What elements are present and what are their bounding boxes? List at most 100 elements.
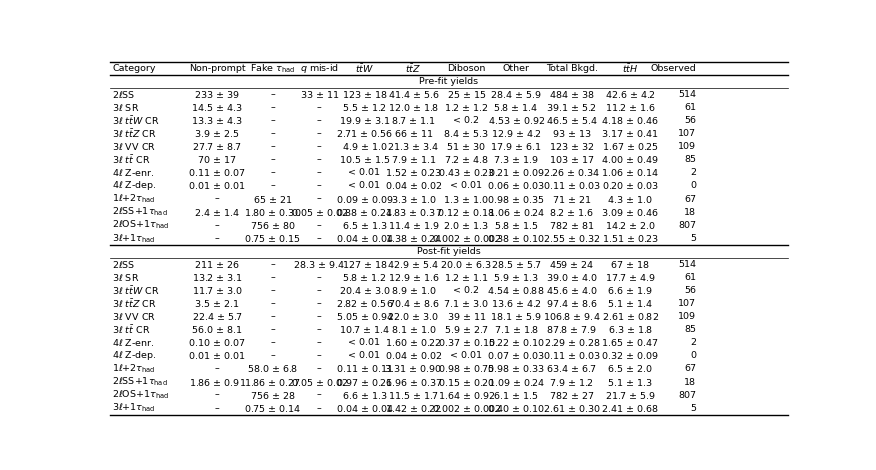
Text: 0.88 $\pm$ 0.24: 0.88 $\pm$ 0.24 [336, 207, 393, 218]
Text: $3\ell$ $t\bar{t}$ CR: $3\ell$ $t\bar{t}$ CR [112, 153, 151, 166]
Text: 22.0 $\pm$ 3.0: 22.0 $\pm$ 3.0 [387, 311, 439, 322]
Text: 0.22 $\pm$ 0.10: 0.22 $\pm$ 0.10 [488, 337, 545, 348]
Text: 87.8 $\pm$ 7.9: 87.8 $\pm$ 7.9 [546, 324, 597, 335]
Text: 6.1 $\pm$ 1.5: 6.1 $\pm$ 1.5 [493, 390, 539, 400]
Text: 0.01 $\pm$ 0.01: 0.01 $\pm$ 0.01 [188, 180, 246, 191]
Text: 211 $\pm$ 26: 211 $\pm$ 26 [194, 259, 240, 270]
Text: 2.29 $\pm$ 0.28: 2.29 $\pm$ 0.28 [544, 337, 600, 348]
Text: 19.9 $\pm$ 3.1: 19.9 $\pm$ 3.1 [339, 115, 390, 126]
Text: $2\ell$SS+$1\tau_{\mathrm{had}}$: $2\ell$SS+$1\tau_{\mathrm{had}}$ [112, 376, 168, 388]
Text: –: – [270, 325, 275, 334]
Text: $1\ell$+$2\tau_{\mathrm{had}}$: $1\ell$+$2\tau_{\mathrm{had}}$ [112, 363, 156, 375]
Text: 39.0 $\pm$ 4.0: 39.0 $\pm$ 4.0 [546, 272, 597, 283]
Text: 1.83 $\pm$ 0.37: 1.83 $\pm$ 0.37 [385, 207, 442, 218]
Text: –: – [317, 234, 321, 243]
Text: 107: 107 [678, 129, 696, 138]
Text: –: – [270, 129, 275, 138]
Text: 123 $\pm$ 18: 123 $\pm$ 18 [342, 89, 387, 100]
Text: 0.98 $\pm$ 0.75: 0.98 $\pm$ 0.75 [438, 363, 495, 375]
Text: 0.04 $\pm$ 0.02: 0.04 $\pm$ 0.02 [385, 180, 442, 191]
Text: 106.8 $\pm$ 9.4: 106.8 $\pm$ 9.4 [543, 311, 601, 322]
Text: –: – [317, 338, 321, 347]
Text: 459 $\pm$ 24: 459 $\pm$ 24 [549, 259, 595, 270]
Text: –: – [215, 221, 220, 230]
Text: 8.4 $\pm$ 5.3: 8.4 $\pm$ 5.3 [443, 128, 489, 139]
Text: 0.21 $\pm$ 0.09: 0.21 $\pm$ 0.09 [488, 167, 545, 179]
Text: 70.4 $\pm$ 8.6: 70.4 $\pm$ 8.6 [387, 298, 439, 309]
Text: –: – [317, 103, 321, 112]
Text: 7.1 $\pm$ 1.8: 7.1 $\pm$ 1.8 [493, 324, 539, 335]
Text: 28.4 $\pm$ 5.9: 28.4 $\pm$ 5.9 [491, 89, 542, 100]
Text: 4.18 $\pm$ 0.46: 4.18 $\pm$ 0.46 [602, 115, 659, 126]
Text: 12.9 $\pm$ 1.6: 12.9 $\pm$ 1.6 [387, 272, 439, 283]
Text: < 0.01: < 0.01 [349, 352, 380, 360]
Text: 1.06 $\pm$ 0.24: 1.06 $\pm$ 0.24 [488, 207, 545, 218]
Text: 5.1 $\pm$ 1.3: 5.1 $\pm$ 1.3 [607, 376, 653, 387]
Text: 39.1 $\pm$ 5.2: 39.1 $\pm$ 5.2 [547, 102, 597, 113]
Text: 0.12 $\pm$ 0.18: 0.12 $\pm$ 0.18 [437, 207, 495, 218]
Text: 11.4 $\pm$ 1.9: 11.4 $\pm$ 1.9 [387, 219, 439, 231]
Text: 63.4 $\pm$ 6.7: 63.4 $\pm$ 6.7 [547, 363, 597, 375]
Text: 5: 5 [690, 404, 696, 413]
Text: 10.7 $\pm$ 1.4: 10.7 $\pm$ 1.4 [339, 324, 390, 335]
Text: –: – [270, 142, 275, 151]
Text: $3\ell$ $t\bar{t}W$ CR: $3\ell$ $t\bar{t}W$ CR [112, 284, 160, 297]
Text: –: – [317, 312, 321, 321]
Text: $2\ell$SS+$1\tau_{\mathrm{had}}$: $2\ell$SS+$1\tau_{\mathrm{had}}$ [112, 206, 168, 219]
Text: 27.7 $\pm$ 8.7: 27.7 $\pm$ 8.7 [192, 141, 242, 152]
Text: Observed: Observed [650, 64, 696, 73]
Text: 7.3 $\pm$ 1.9: 7.3 $\pm$ 1.9 [493, 154, 539, 165]
Text: 1.96 $\pm$ 0.37: 1.96 $\pm$ 0.37 [385, 376, 442, 387]
Text: 4.54 $\pm$ 0.88: 4.54 $\pm$ 0.88 [487, 285, 545, 296]
Text: 13.3 $\pm$ 4.3: 13.3 $\pm$ 4.3 [191, 115, 243, 126]
Text: 0.11 $\pm$ 0.11: 0.11 $\pm$ 0.11 [336, 363, 393, 375]
Text: 65 $\pm$ 21: 65 $\pm$ 21 [253, 194, 293, 204]
Text: Post-fit yields: Post-fit yields [417, 247, 481, 256]
Text: 6.6 $\pm$ 1.9: 6.6 $\pm$ 1.9 [607, 285, 653, 296]
Text: 1.65 $\pm$ 0.47: 1.65 $\pm$ 0.47 [602, 337, 659, 348]
Text: 0.09 $\pm$ 0.09: 0.09 $\pm$ 0.09 [336, 194, 393, 204]
Text: –: – [317, 221, 321, 230]
Text: $q$ mis-id: $q$ mis-id [300, 62, 339, 75]
Text: $3\ell$ $t\bar{t}$ CR: $3\ell$ $t\bar{t}$ CR [112, 323, 151, 336]
Text: 17.7 $\pm$ 4.9: 17.7 $\pm$ 4.9 [604, 272, 655, 283]
Text: 56: 56 [684, 286, 696, 295]
Text: 42.6 $\pm$ 4.2: 42.6 $\pm$ 4.2 [604, 89, 655, 100]
Text: 1.67 $\pm$ 0.25: 1.67 $\pm$ 0.25 [602, 141, 659, 152]
Text: 0.01 $\pm$ 0.01: 0.01 $\pm$ 0.01 [188, 350, 246, 361]
Text: 0.04 $\pm$ 0.04: 0.04 $\pm$ 0.04 [336, 403, 393, 414]
Text: 5.8 $\pm$ 1.4: 5.8 $\pm$ 1.4 [493, 102, 539, 113]
Text: 3.3 $\pm$ 1.0: 3.3 $\pm$ 1.0 [391, 194, 436, 204]
Text: 1.3 $\pm$ 1.0: 1.3 $\pm$ 1.0 [443, 194, 489, 204]
Text: 5: 5 [690, 234, 696, 243]
Text: –: – [270, 312, 275, 321]
Text: 123 $\pm$ 32: 123 $\pm$ 32 [549, 141, 595, 152]
Text: 85: 85 [684, 325, 696, 334]
Text: 46.5 $\pm$ 5.4: 46.5 $\pm$ 5.4 [546, 115, 597, 126]
Text: 1.2 $\pm$ 1.1: 1.2 $\pm$ 1.1 [444, 272, 489, 283]
Text: –: – [270, 181, 275, 190]
Text: 2.41 $\pm$ 0.68: 2.41 $\pm$ 0.68 [602, 403, 659, 414]
Text: 67: 67 [684, 364, 696, 374]
Text: $1\ell$+$2\tau_{\mathrm{had}}$: $1\ell$+$2\tau_{\mathrm{had}}$ [112, 193, 156, 205]
Text: 0.37 $\pm$ 0.15: 0.37 $\pm$ 0.15 [437, 337, 495, 348]
Text: 1.2 $\pm$ 1.2: 1.2 $\pm$ 1.2 [444, 102, 489, 113]
Text: 127 $\pm$ 18: 127 $\pm$ 18 [342, 259, 387, 270]
Text: –: – [317, 129, 321, 138]
Text: 0: 0 [690, 352, 696, 360]
Text: 0.05 $\pm$ 0.02: 0.05 $\pm$ 0.02 [291, 376, 348, 387]
Text: 6.5 $\pm$ 1.3: 6.5 $\pm$ 1.3 [342, 219, 387, 231]
Text: 10.5 $\pm$ 1.5: 10.5 $\pm$ 1.5 [339, 154, 390, 165]
Text: 18: 18 [684, 208, 696, 217]
Text: 1.51 $\pm$ 0.23: 1.51 $\pm$ 0.23 [602, 233, 659, 244]
Text: 0.11 $\pm$ 0.03: 0.11 $\pm$ 0.03 [543, 350, 601, 361]
Text: 71 $\pm$ 21: 71 $\pm$ 21 [552, 194, 591, 204]
Text: 6.3 $\pm$ 1.8: 6.3 $\pm$ 1.8 [608, 324, 653, 335]
Text: 782 $\pm$ 81: 782 $\pm$ 81 [549, 219, 595, 231]
Text: 0.97 $\pm$ 0.26: 0.97 $\pm$ 0.26 [336, 376, 393, 387]
Text: 3.31 $\pm$ 0.90: 3.31 $\pm$ 0.90 [385, 363, 442, 375]
Text: 85: 85 [684, 156, 696, 164]
Text: 0.11 $\pm$ 0.07: 0.11 $\pm$ 0.07 [188, 167, 246, 179]
Text: 756 $\pm$ 80: 756 $\pm$ 80 [250, 219, 295, 231]
Text: 4.53 $\pm$ 0.92: 4.53 $\pm$ 0.92 [488, 115, 545, 126]
